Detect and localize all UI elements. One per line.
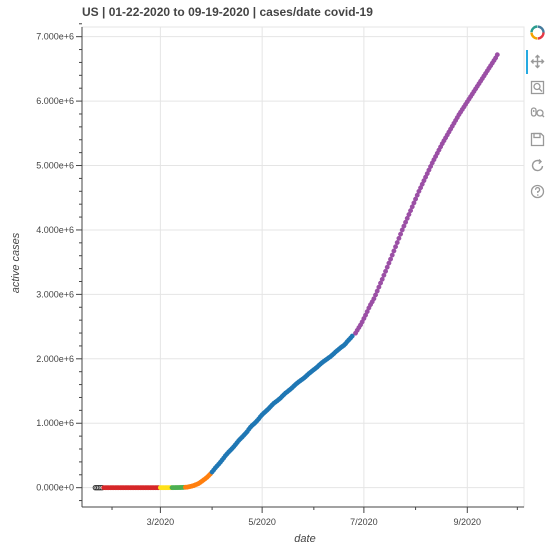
bokeh-logo-icon[interactable] bbox=[530, 25, 545, 40]
data-point bbox=[396, 235, 402, 241]
x-axis-title: date bbox=[294, 533, 315, 545]
x-tick-label: 3/2020 bbox=[147, 517, 175, 527]
data-point bbox=[379, 276, 385, 282]
data-point bbox=[389, 252, 395, 258]
x-tick-label: 9/2020 bbox=[454, 517, 482, 527]
plot-frame bbox=[81, 26, 525, 508]
data-point bbox=[349, 333, 355, 339]
data-point bbox=[494, 52, 500, 58]
axes: 0.000e+0 1.000e+6 2.000e+6 3.000e+6 4.000e+6… bbox=[36, 23, 524, 527]
data-point bbox=[393, 244, 399, 250]
y-tick-label: 7.000e+6 bbox=[36, 32, 74, 42]
help-icon[interactable] bbox=[530, 184, 545, 199]
chart-title: US | 01-22-2020 to 09-19-2020 | cases/da… bbox=[82, 5, 373, 19]
wheel-zoom-icon[interactable] bbox=[530, 106, 545, 121]
y-tick-label: 1.000e+6 bbox=[36, 418, 74, 428]
data-points bbox=[92, 52, 500, 491]
y-tick-label: 0.000e+0 bbox=[36, 483, 74, 493]
save-icon[interactable] bbox=[530, 132, 545, 147]
data-point bbox=[398, 231, 404, 237]
data-point bbox=[394, 240, 400, 245]
grid bbox=[82, 27, 524, 507]
active-tool-indicator bbox=[526, 50, 528, 74]
data-point bbox=[388, 256, 394, 262]
x-tick-label: 7/2020 bbox=[350, 517, 378, 527]
y-tick-label: 2.000e+6 bbox=[36, 354, 74, 364]
y-tick-label: 3.000e+6 bbox=[36, 289, 74, 299]
y-axis-title: active cases bbox=[10, 232, 22, 293]
y-tick-label: 4.000e+6 bbox=[36, 225, 74, 235]
data-point bbox=[376, 284, 382, 290]
data-point bbox=[391, 248, 397, 254]
y-tick-label: 5.000e+6 bbox=[36, 161, 74, 171]
x-tick-label: 5/2020 bbox=[248, 517, 276, 527]
reset-icon[interactable] bbox=[530, 158, 545, 173]
data-point bbox=[383, 268, 389, 274]
box-zoom-icon[interactable] bbox=[530, 80, 545, 95]
pan-icon[interactable] bbox=[530, 54, 545, 69]
data-point bbox=[384, 264, 390, 270]
y-tick-label: 6.000e+6 bbox=[36, 96, 74, 106]
